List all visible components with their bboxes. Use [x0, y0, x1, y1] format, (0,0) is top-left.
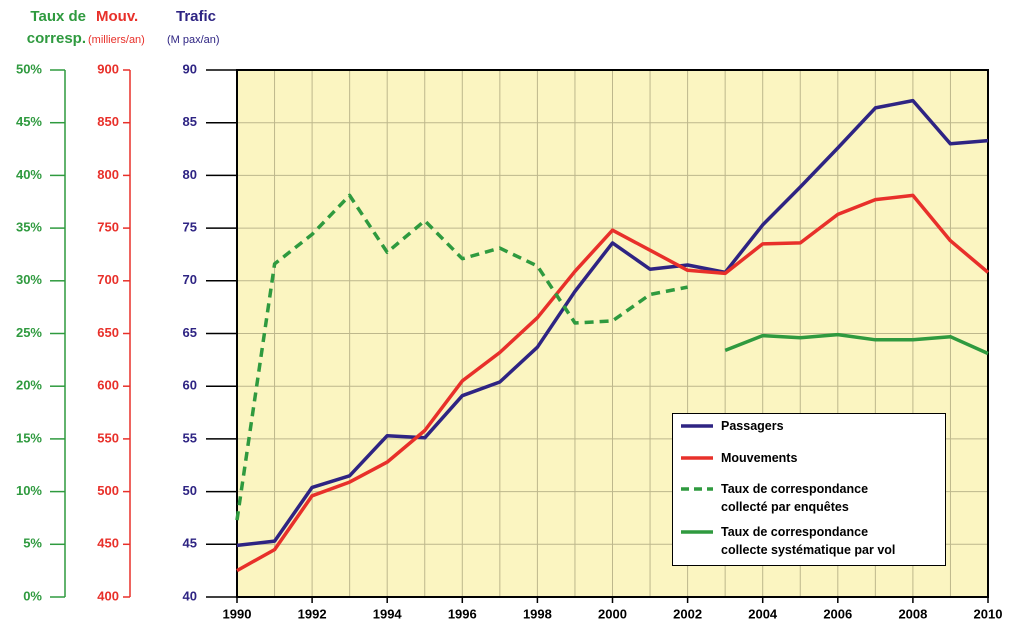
y-tick-label: 75	[183, 220, 197, 235]
y2-tick-label: 500	[97, 483, 119, 498]
x-tick-label: 1990	[223, 606, 252, 621]
y-tick-label: 70	[183, 272, 197, 287]
y3-tick-label: 0%	[23, 588, 42, 603]
legend-label: Mouvements	[721, 451, 798, 465]
legend: Passagers Mouvements Taux de correspondanc…	[672, 413, 946, 566]
y-tick-label: 85	[183, 114, 197, 129]
legend-label: Taux de correspondance collecté par enqu…	[721, 482, 869, 514]
x-tick-label: 2010	[974, 606, 1003, 621]
series-line	[235, 193, 688, 521]
y2-tick-label: 600	[97, 378, 119, 393]
legend-label: Passagers	[721, 419, 784, 433]
y2-tick-label: 750	[97, 220, 119, 235]
y-tick-label: 90	[183, 61, 197, 76]
series-line	[236, 98, 989, 548]
y-axis-title: Trafic	[176, 8, 217, 25]
y-tick-label: 40	[183, 588, 197, 603]
x-tick-label: 1996	[448, 606, 477, 621]
y3-tick-label: 40%	[16, 167, 42, 182]
y2-axis-title: Mouv.	[96, 8, 139, 25]
legend-swatches	[681, 424, 713, 534]
y2-tick-label: 450	[97, 536, 119, 551]
y2-tick-label: 700	[97, 272, 119, 287]
y2-tick-label: 850	[97, 114, 119, 129]
y2-tick-label: 550	[97, 430, 119, 445]
y3-tick-label: 35%	[16, 220, 42, 235]
y-tick-label: 60	[183, 378, 197, 393]
x-tick-label: 2000	[598, 606, 627, 621]
series-line	[236, 193, 990, 573]
y3-axis-title: Taux de corresp.	[26, 8, 86, 47]
plot-frame	[236, 69, 989, 598]
legend-label: Taux de correspondance collecte systémat…	[721, 525, 896, 557]
y3-tick-label: 25%	[16, 325, 42, 340]
y3-tick-label: 30%	[16, 272, 42, 287]
x-tick-label: 2004	[748, 606, 778, 621]
y-tick-label: 55	[183, 430, 197, 445]
y3-tick-label: 20%	[16, 378, 42, 393]
y3-tick-label: 45%	[16, 114, 42, 129]
x-tick-label: 2006	[823, 606, 852, 621]
x-tick-label: 2008	[898, 606, 927, 621]
x-tick-label: 2002	[673, 606, 702, 621]
y-tick-label: 80	[183, 167, 197, 182]
x-tick-label: 1994	[373, 606, 403, 621]
y-tick-label: 45	[183, 536, 197, 551]
y-tick-label: 65	[183, 325, 197, 340]
y2-axis-unit: (milliers/an)	[88, 34, 145, 46]
y3-tick-label: 15%	[16, 430, 42, 445]
y3-tick-label: 10%	[16, 483, 42, 498]
y3-tick-label: 5%	[23, 536, 42, 551]
y2-tick-label: 800	[97, 167, 119, 182]
y2-tick-label: 400	[97, 588, 119, 603]
series-line	[724, 332, 989, 356]
y3-tick-label: 50%	[16, 61, 42, 76]
y2-tick-label: 650	[97, 325, 119, 340]
y-tick-label: 50	[183, 483, 197, 498]
x-tick-label: 1998	[523, 606, 552, 621]
y-axis-unit: (M pax/an)	[167, 34, 220, 46]
x-tick-label: 1992	[298, 606, 327, 621]
y2-tick-label: 900	[97, 61, 119, 76]
